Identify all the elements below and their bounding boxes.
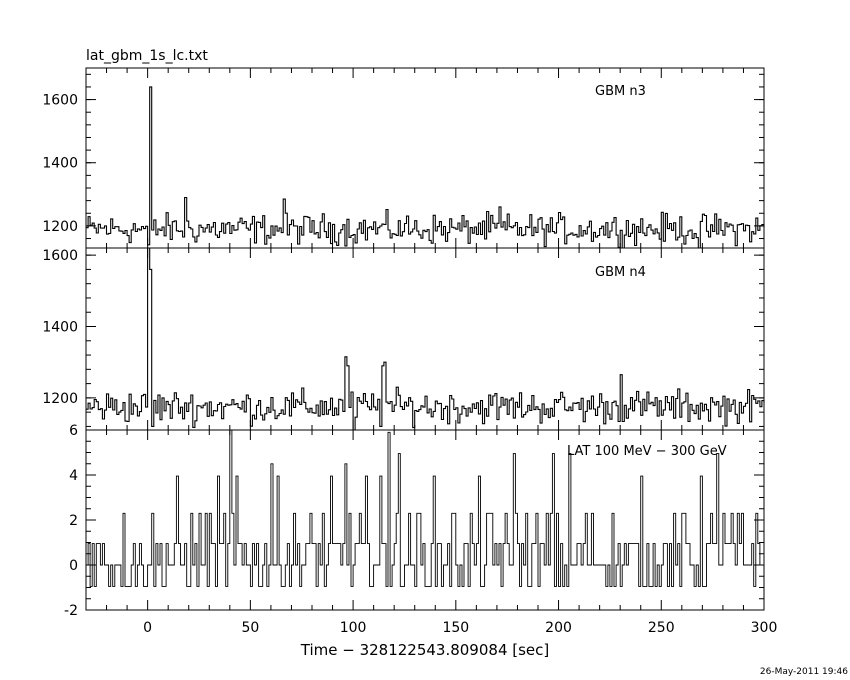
y-tick-label: 0 (69, 558, 78, 574)
panel-gbm-n3-ticks: 1200 1400 1600 (42, 68, 765, 248)
panel-gbm-n4-label: GBM n4 (595, 265, 646, 280)
x-axis-label: Time − 328122543.809084 [sec] (300, 641, 550, 659)
panel-lat-ticks: -2 0 2 4 6 0 50 100 150 200 250 300 (64, 423, 777, 636)
x-tick-label: 250 (648, 620, 675, 636)
y-tick-label: 1600 (42, 248, 78, 264)
x-tick-label: 200 (545, 620, 572, 636)
y-tick-label: 1200 (42, 391, 78, 407)
panel-gbm-n4-ticks: 1200 1400 1600 (42, 248, 765, 430)
panel-gbm-n3-label: GBM n3 (595, 84, 646, 99)
lat-series-line (86, 429, 765, 587)
x-tick-label: 300 (751, 620, 778, 636)
panel-lat-label: LAT 100 MeV − 300 GeV (567, 444, 727, 459)
y-tick-label: -2 (64, 603, 78, 619)
x-tick-label: 0 (143, 620, 152, 636)
y-tick-label: 1200 (42, 219, 78, 235)
x-tick-label: 100 (340, 620, 367, 636)
file-title: lat_gbm_1s_lc.txt (86, 48, 208, 64)
gbm-n4-series-line (86, 247, 765, 431)
y-tick-label: 6 (69, 423, 78, 439)
y-tick-label: 1400 (42, 156, 78, 172)
y-tick-label: 1400 (42, 320, 78, 336)
y-tick-label: 2 (69, 513, 78, 529)
y-tick-label: 1600 (42, 93, 78, 109)
panel-gbm-n4: 1200 1400 1600 GBM n4 (42, 247, 765, 431)
timestamp: 26-May-2011 19:46 (760, 667, 848, 677)
x-tick-label: 150 (442, 620, 469, 636)
panel-gbm-n3: 1200 1400 1600 GBM n3 (42, 67, 765, 249)
gbm-n3-series-line (86, 86, 765, 249)
y-tick-label: 4 (69, 468, 78, 484)
panel-lat: -2 0 2 4 6 0 50 100 150 200 250 300 LAT 100 MeV − 3… (64, 423, 777, 636)
x-tick-label: 50 (241, 620, 259, 636)
